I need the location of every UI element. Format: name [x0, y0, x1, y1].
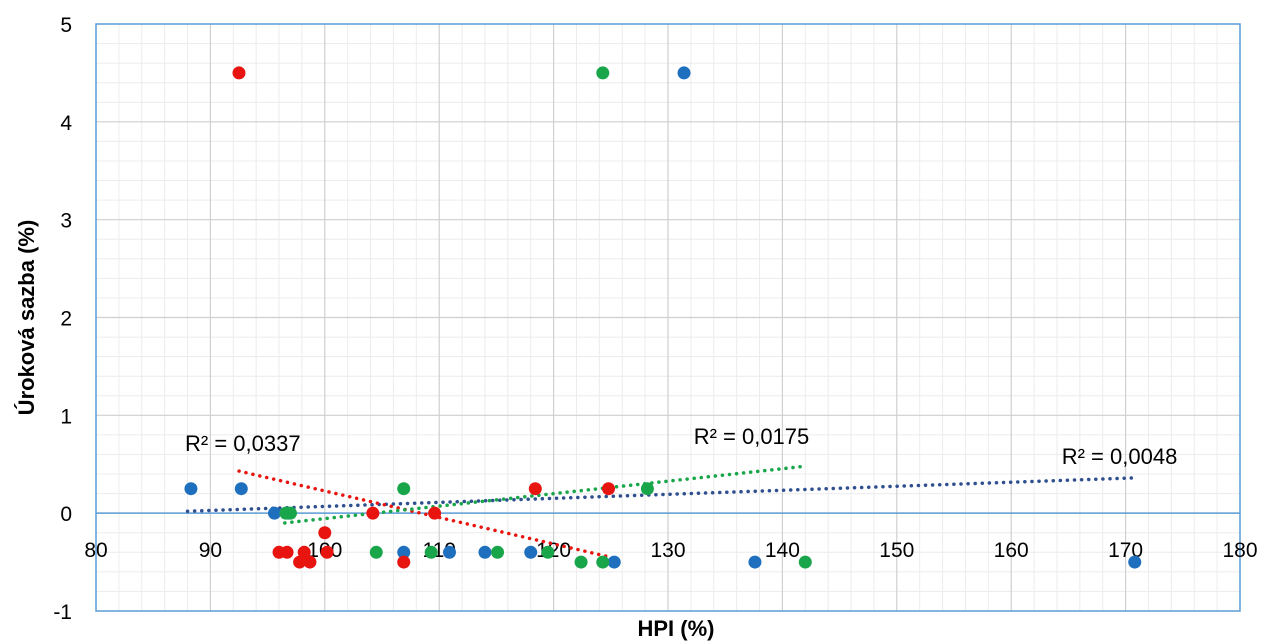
- data-point-2: [369, 545, 383, 559]
- data-point-0: [234, 482, 248, 496]
- r-squared-label-1: R² = 0,0337: [185, 431, 301, 456]
- x-tick-label: 80: [84, 539, 107, 562]
- trendline-1: [237, 469, 613, 559]
- data-point-1: [303, 555, 317, 569]
- x-tick-label: 160: [994, 539, 1029, 562]
- data-point-0: [1128, 555, 1142, 569]
- y-tick-label: 5: [60, 14, 72, 37]
- data-point-0: [442, 545, 456, 559]
- data-point-1: [297, 545, 311, 559]
- y-tick-label: 2: [60, 308, 72, 331]
- trendlines: [185, 464, 1134, 559]
- data-point-0: [677, 66, 691, 80]
- data-point-2: [640, 482, 654, 496]
- y-tick-label: -1: [53, 601, 72, 624]
- data-point-0: [478, 545, 492, 559]
- data-point-1: [320, 545, 334, 559]
- trendline-0: [185, 476, 1134, 513]
- data-point-0: [748, 555, 762, 569]
- x-tick-label: 140: [765, 539, 800, 562]
- data-point-0: [267, 506, 281, 520]
- data-point-0: [607, 555, 621, 569]
- data-point-2: [283, 506, 297, 520]
- data-point-1: [280, 545, 294, 559]
- data-point-1: [397, 555, 411, 569]
- data-point-1: [366, 506, 380, 520]
- data-point-2: [491, 545, 505, 559]
- data-point-1: [528, 482, 542, 496]
- x-tick-label: 150: [879, 539, 914, 562]
- data-point-1: [602, 482, 616, 496]
- r-squared-label-0: R² = 0,0048: [1062, 444, 1178, 469]
- data-point-2: [596, 555, 610, 569]
- r-squared-label-2: R² = 0,0175: [694, 424, 810, 449]
- data-point-0: [524, 545, 538, 559]
- y-axis-title: Úroková sazba (%): [14, 220, 39, 416]
- data-point-2: [397, 482, 411, 496]
- y-tick-label: 0: [60, 503, 72, 526]
- x-axis-ticks: 8090100110120130140150160170180: [84, 539, 1257, 562]
- data-point-2: [798, 555, 812, 569]
- y-tick-label: 1: [60, 405, 72, 428]
- y-tick-label: 4: [60, 112, 72, 135]
- r-squared-labels: R² = 0,0048 R² = 0,0337 R² = 0,0175: [185, 424, 1177, 469]
- data-point-2: [541, 545, 555, 559]
- data-point-2: [424, 545, 438, 559]
- y-tick-label: 3: [60, 210, 72, 233]
- trendline-2: [283, 464, 808, 525]
- y-axis-ticks: -1 0 1 2 3 4 5: [53, 14, 72, 624]
- data-point-0: [184, 482, 198, 496]
- data-point-1: [428, 506, 442, 520]
- data-point-1: [232, 66, 246, 80]
- x-tick-label: 90: [199, 539, 222, 562]
- data-point-2: [596, 66, 610, 80]
- data-points: [184, 66, 1142, 569]
- data-point-2: [574, 555, 588, 569]
- x-tick-label: 180: [1222, 539, 1257, 562]
- x-axis-title: HPI (%): [638, 616, 715, 641]
- data-point-0: [397, 545, 411, 559]
- x-tick-label: 130: [650, 539, 685, 562]
- data-point-1: [318, 526, 332, 540]
- data-point-1: [293, 555, 307, 569]
- plot-area-border: [95, 23, 1241, 612]
